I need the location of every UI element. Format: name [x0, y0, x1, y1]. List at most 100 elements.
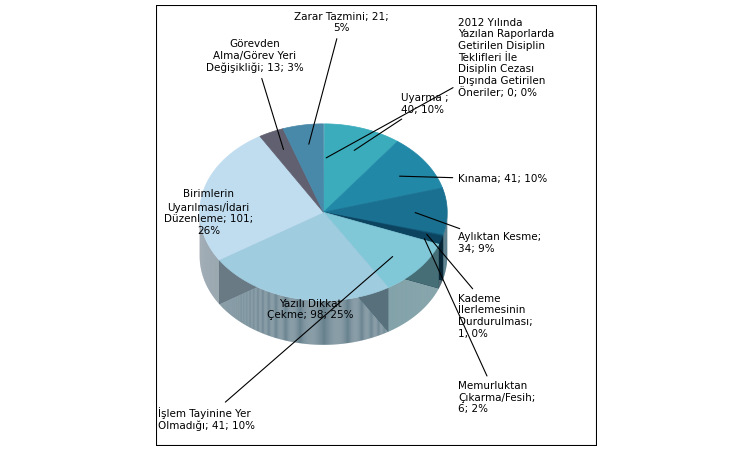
Text: Kademe
İlerlemesinin
Durdurulması;
1; 0%: Kademe İlerlemesinin Durdurulması; 1; 0%: [427, 234, 533, 339]
Polygon shape: [252, 285, 253, 329]
Polygon shape: [324, 212, 443, 279]
Polygon shape: [253, 285, 254, 330]
Polygon shape: [258, 287, 259, 332]
Polygon shape: [249, 283, 250, 327]
Polygon shape: [374, 292, 376, 337]
Polygon shape: [296, 299, 297, 343]
Polygon shape: [263, 290, 264, 334]
Text: Görevden
Alma/Görev Yeri
Değişikliği; 13; 3%: Görevden Alma/Görev Yeri Değişikliği; 13…: [206, 39, 303, 149]
Polygon shape: [355, 298, 356, 342]
Polygon shape: [274, 293, 275, 338]
Polygon shape: [334, 300, 336, 345]
Polygon shape: [276, 294, 277, 338]
Polygon shape: [301, 299, 302, 344]
Polygon shape: [324, 124, 398, 212]
Polygon shape: [350, 299, 351, 343]
Polygon shape: [386, 288, 387, 332]
Polygon shape: [272, 293, 273, 337]
Polygon shape: [373, 293, 374, 337]
Polygon shape: [285, 296, 286, 341]
Text: Memurluktan
Çıkarma/Fesih;
6; 2%: Memurluktan Çıkarma/Fesih; 6; 2%: [425, 239, 535, 414]
Polygon shape: [256, 286, 258, 331]
Polygon shape: [329, 300, 330, 345]
Polygon shape: [322, 301, 323, 345]
Polygon shape: [200, 136, 324, 260]
Text: Birimlerin
Uyarılması/İdari
Düzenleme; 101;
26%: Birimlerin Uyarılması/İdari Düzenleme; 1…: [164, 189, 253, 236]
Text: Yazılı Dikkat
Çekme; 98; 25%: Yazılı Dikkat Çekme; 98; 25%: [267, 299, 353, 320]
Polygon shape: [346, 299, 347, 343]
Polygon shape: [325, 301, 326, 345]
Polygon shape: [328, 300, 329, 345]
Polygon shape: [324, 301, 325, 345]
Polygon shape: [343, 299, 344, 344]
Polygon shape: [250, 283, 251, 328]
Polygon shape: [308, 300, 309, 344]
Polygon shape: [345, 299, 346, 344]
Polygon shape: [262, 289, 263, 334]
Polygon shape: [291, 298, 292, 342]
Polygon shape: [324, 212, 439, 288]
Polygon shape: [336, 300, 337, 345]
Polygon shape: [277, 294, 278, 339]
Polygon shape: [288, 297, 290, 341]
Polygon shape: [219, 212, 389, 301]
Polygon shape: [371, 294, 372, 338]
Polygon shape: [294, 298, 295, 342]
Polygon shape: [370, 294, 371, 338]
Polygon shape: [359, 297, 360, 341]
Polygon shape: [268, 291, 269, 336]
Text: Zarar Tazmini; 21;
5%: Zarar Tazmini; 21; 5%: [294, 12, 389, 144]
Polygon shape: [381, 290, 382, 335]
Polygon shape: [300, 299, 301, 343]
Polygon shape: [324, 212, 439, 289]
Polygon shape: [295, 298, 296, 343]
Polygon shape: [324, 212, 389, 332]
Polygon shape: [273, 293, 274, 337]
Polygon shape: [303, 299, 305, 344]
Polygon shape: [324, 212, 443, 244]
Polygon shape: [317, 300, 319, 345]
Polygon shape: [372, 293, 373, 338]
Polygon shape: [309, 300, 310, 345]
Polygon shape: [281, 295, 282, 340]
Polygon shape: [376, 292, 377, 336]
Polygon shape: [305, 299, 306, 344]
Polygon shape: [270, 292, 272, 337]
Polygon shape: [338, 300, 340, 344]
Polygon shape: [332, 300, 333, 345]
Polygon shape: [354, 298, 355, 342]
Polygon shape: [297, 299, 298, 343]
Text: Uyarma ;
40; 10%: Uyarma ; 40; 10%: [354, 93, 449, 150]
Polygon shape: [358, 297, 359, 341]
Polygon shape: [254, 285, 255, 330]
Polygon shape: [324, 212, 443, 279]
Polygon shape: [385, 289, 386, 333]
Polygon shape: [319, 300, 320, 345]
Polygon shape: [362, 296, 363, 341]
Polygon shape: [327, 300, 328, 345]
Polygon shape: [347, 299, 348, 343]
Polygon shape: [340, 300, 341, 344]
Text: İşlem Tayinine Yer
Olmadığı; 41; 10%: İşlem Tayinine Yer Olmadığı; 41; 10%: [157, 257, 392, 431]
Polygon shape: [287, 297, 288, 341]
Polygon shape: [344, 299, 345, 344]
Polygon shape: [284, 296, 285, 341]
Polygon shape: [314, 300, 316, 345]
Polygon shape: [348, 299, 349, 343]
Polygon shape: [341, 299, 343, 344]
Text: Aylıktan Kesme;
34; 9%: Aylıktan Kesme; 34; 9%: [415, 212, 541, 254]
Polygon shape: [278, 295, 279, 339]
Polygon shape: [324, 212, 443, 281]
Polygon shape: [290, 297, 291, 342]
Polygon shape: [356, 297, 358, 342]
Polygon shape: [324, 142, 443, 212]
Polygon shape: [378, 291, 379, 336]
Polygon shape: [330, 300, 331, 345]
Polygon shape: [282, 295, 283, 340]
Polygon shape: [261, 289, 262, 333]
Polygon shape: [313, 300, 314, 345]
Polygon shape: [352, 298, 354, 342]
Polygon shape: [299, 299, 300, 343]
Polygon shape: [310, 300, 312, 345]
Polygon shape: [324, 188, 447, 235]
